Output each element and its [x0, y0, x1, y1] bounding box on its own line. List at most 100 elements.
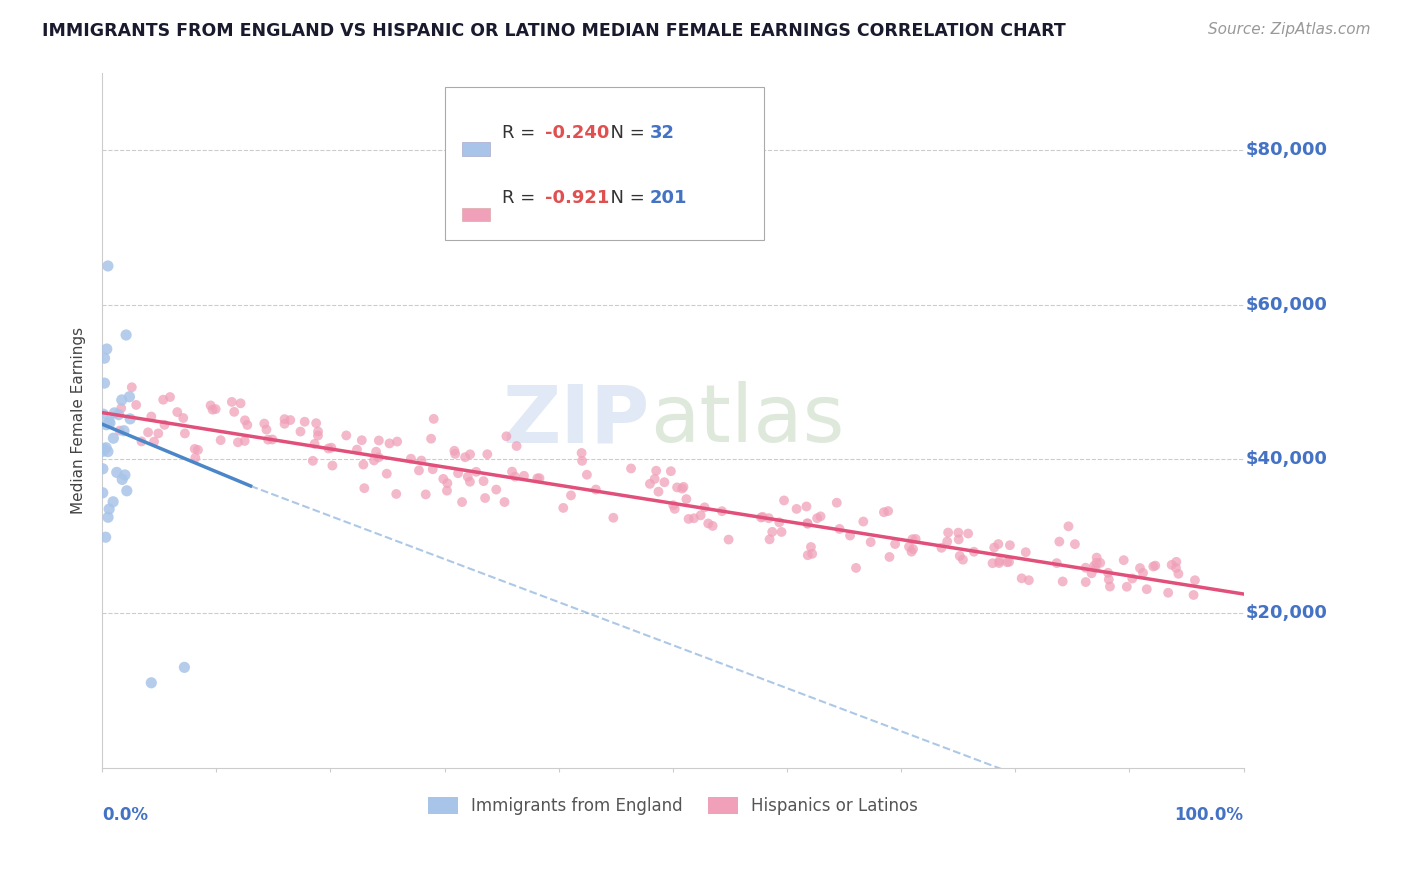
Point — [761, 524, 783, 539]
Point — [901, 542, 924, 557]
Bar — [461, 208, 491, 221]
Point — [571, 446, 593, 460]
Point — [411, 453, 433, 467]
Point — [825, 496, 848, 510]
Point — [443, 443, 465, 458]
Point — [153, 417, 176, 432]
Point — [350, 434, 373, 448]
Point — [1142, 559, 1164, 574]
Point — [1080, 566, 1102, 581]
Point — [91, 462, 114, 476]
Point — [97, 510, 120, 524]
Point — [1098, 573, 1121, 587]
Text: N =: N = — [599, 124, 650, 142]
Point — [187, 442, 209, 457]
Point — [1182, 588, 1205, 602]
Point — [114, 467, 136, 482]
Point — [408, 463, 430, 477]
Point — [101, 495, 124, 509]
Point — [786, 502, 808, 516]
Point — [526, 471, 548, 485]
Point — [884, 537, 907, 551]
Point — [936, 525, 959, 540]
Point — [91, 407, 114, 421]
Point — [94, 441, 117, 455]
Text: 0.0%: 0.0% — [103, 805, 148, 824]
Point — [201, 402, 224, 417]
Point — [173, 660, 195, 674]
Point — [553, 500, 575, 515]
Point — [273, 417, 295, 431]
Point — [644, 472, 666, 486]
Point — [683, 511, 706, 525]
Point — [367, 450, 389, 465]
Point — [1018, 573, 1040, 587]
Point — [436, 476, 458, 491]
Point — [257, 433, 280, 447]
Point — [233, 413, 256, 427]
Point — [125, 398, 148, 412]
Point — [93, 442, 115, 456]
Text: 201: 201 — [650, 189, 688, 208]
Point — [454, 450, 477, 465]
Point — [204, 402, 226, 417]
Point — [229, 396, 252, 410]
Point — [120, 412, 142, 426]
Point — [773, 493, 796, 508]
Text: R =: R = — [502, 189, 541, 208]
Point — [1085, 550, 1108, 565]
Point — [1015, 545, 1038, 559]
Text: $40,000: $40,000 — [1246, 450, 1327, 468]
Point — [110, 401, 132, 416]
Point — [184, 450, 207, 465]
Point — [1097, 566, 1119, 580]
Point — [675, 491, 697, 506]
Point — [302, 454, 325, 468]
Point — [447, 467, 470, 481]
Point — [998, 555, 1021, 569]
Point — [1136, 582, 1159, 597]
Point — [505, 439, 527, 453]
Point — [1129, 561, 1152, 575]
Point — [1184, 573, 1206, 587]
Point — [366, 444, 388, 458]
Text: atlas: atlas — [650, 382, 845, 459]
Point — [98, 416, 121, 430]
Point — [1064, 537, 1087, 551]
Point — [148, 426, 170, 441]
Point — [1144, 558, 1167, 573]
Point — [141, 675, 163, 690]
Point — [983, 541, 1005, 555]
Point — [1112, 553, 1135, 567]
Point — [307, 425, 329, 439]
Point — [152, 392, 174, 407]
Point — [852, 515, 875, 529]
Text: $60,000: $60,000 — [1246, 295, 1327, 314]
Point — [174, 426, 197, 441]
Point — [321, 441, 343, 455]
Point — [93, 351, 115, 366]
Point — [770, 524, 793, 539]
Point — [949, 549, 972, 563]
Point — [96, 417, 118, 432]
Point — [111, 392, 134, 407]
Text: Source: ZipAtlas.com: Source: ZipAtlas.com — [1208, 22, 1371, 37]
Point — [638, 476, 661, 491]
Point — [346, 442, 368, 457]
Point — [321, 458, 343, 473]
Point — [952, 552, 974, 566]
Point — [422, 462, 444, 476]
Point — [91, 485, 114, 500]
Point — [828, 522, 851, 536]
Point — [662, 498, 685, 512]
Point — [758, 533, 780, 547]
Point — [1157, 586, 1180, 600]
Point — [385, 487, 408, 501]
Point — [1166, 555, 1188, 569]
Point — [98, 414, 121, 428]
Y-axis label: Median Female Earnings: Median Female Earnings — [72, 326, 86, 514]
Point — [233, 434, 256, 448]
Point — [904, 532, 927, 546]
Point — [810, 509, 832, 524]
Point — [97, 259, 120, 273]
